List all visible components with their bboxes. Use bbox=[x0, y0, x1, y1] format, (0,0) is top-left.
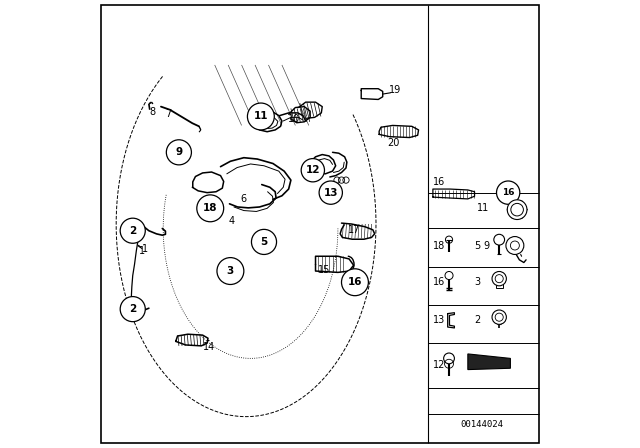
Text: 3: 3 bbox=[227, 266, 234, 276]
Circle shape bbox=[166, 140, 191, 165]
Circle shape bbox=[301, 159, 324, 182]
Text: 14: 14 bbox=[203, 342, 215, 352]
Text: 6: 6 bbox=[240, 194, 246, 204]
Text: 16: 16 bbox=[433, 277, 445, 287]
Text: 8: 8 bbox=[149, 107, 155, 117]
Text: 16: 16 bbox=[348, 277, 362, 287]
Circle shape bbox=[197, 195, 224, 222]
Circle shape bbox=[248, 103, 275, 130]
Text: 17: 17 bbox=[348, 225, 361, 235]
Circle shape bbox=[445, 271, 453, 280]
Circle shape bbox=[252, 229, 276, 254]
Circle shape bbox=[217, 258, 244, 284]
Text: 7: 7 bbox=[166, 109, 172, 119]
Circle shape bbox=[120, 218, 145, 243]
Circle shape bbox=[497, 181, 520, 204]
Text: 9: 9 bbox=[483, 241, 490, 250]
Text: 11: 11 bbox=[253, 112, 268, 121]
Text: 18: 18 bbox=[203, 203, 218, 213]
Text: 5: 5 bbox=[260, 237, 268, 247]
Text: 16: 16 bbox=[502, 188, 515, 197]
Text: 4: 4 bbox=[228, 216, 234, 226]
Circle shape bbox=[444, 353, 454, 364]
Text: 12: 12 bbox=[433, 360, 445, 370]
Circle shape bbox=[492, 310, 506, 324]
Circle shape bbox=[508, 200, 527, 220]
Text: 2: 2 bbox=[474, 315, 481, 325]
Text: 1: 1 bbox=[139, 246, 145, 256]
Text: 16: 16 bbox=[433, 177, 445, 187]
Text: 11: 11 bbox=[477, 203, 490, 213]
Text: 1: 1 bbox=[142, 244, 148, 254]
Circle shape bbox=[319, 181, 342, 204]
Circle shape bbox=[342, 269, 369, 296]
Text: 10: 10 bbox=[289, 114, 301, 124]
Text: 15: 15 bbox=[318, 265, 331, 275]
Circle shape bbox=[506, 237, 524, 254]
Text: 3: 3 bbox=[474, 277, 481, 287]
Text: 00144024: 00144024 bbox=[461, 420, 504, 429]
Text: 18: 18 bbox=[433, 241, 445, 250]
Text: 2: 2 bbox=[129, 226, 136, 236]
Circle shape bbox=[492, 271, 506, 286]
Text: 9: 9 bbox=[175, 147, 182, 157]
Text: 20: 20 bbox=[388, 138, 400, 148]
Bar bbox=[495, 279, 503, 288]
Text: 5: 5 bbox=[474, 241, 481, 250]
Polygon shape bbox=[468, 354, 511, 370]
Text: 2: 2 bbox=[129, 304, 136, 314]
Text: 13: 13 bbox=[433, 315, 445, 325]
Text: 19: 19 bbox=[389, 86, 401, 95]
Text: 12: 12 bbox=[305, 165, 320, 175]
Circle shape bbox=[120, 297, 145, 322]
Text: 13: 13 bbox=[323, 188, 338, 198]
Circle shape bbox=[494, 234, 504, 245]
